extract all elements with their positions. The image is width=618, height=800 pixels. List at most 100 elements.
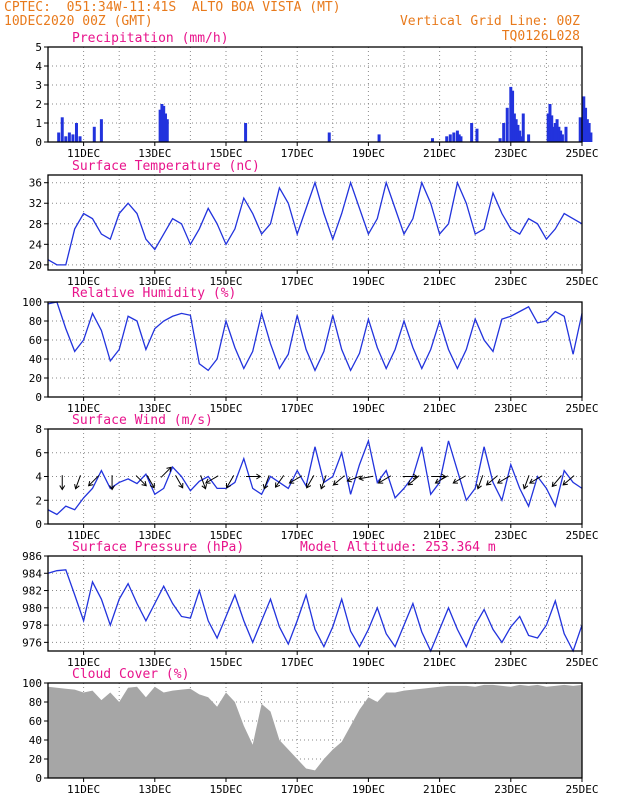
x-tick-label: 21DEC <box>423 529 456 542</box>
precipitation-title: Precipitation (mm/h) <box>72 31 229 46</box>
precip-bar <box>584 107 588 142</box>
wind-arrow-head <box>306 483 312 489</box>
precip-bar <box>521 113 525 142</box>
y-tick-label: 100 <box>22 677 42 690</box>
wind-arrow <box>407 475 420 486</box>
precip-bar <box>518 130 522 142</box>
pressure-line <box>47 569 583 653</box>
x-tick-label: 21DEC <box>423 147 456 160</box>
wind-arrow <box>453 475 466 484</box>
x-tick-label: 11DEC <box>67 275 100 288</box>
y-tick-label: 20 <box>29 372 42 385</box>
precip-bar <box>158 109 162 142</box>
y-tick-label: 2 <box>35 494 42 507</box>
x-tick-label: 25DEC <box>565 275 598 288</box>
header-station: CPTEC: 051:34W-11:41S ALTO BOA VISTA (MT… <box>4 0 341 15</box>
wind-arrow-head <box>452 478 458 484</box>
x-tick-label: 11DEC <box>67 147 100 160</box>
x-tick-label: 21DEC <box>423 275 456 288</box>
precip-bar <box>514 119 518 142</box>
y-tick-label: 1 <box>35 117 42 130</box>
x-tick-label: 23DEC <box>494 783 527 796</box>
wind-arrow <box>477 475 484 489</box>
x-tick-label: 23DEC <box>494 147 527 160</box>
temperature-panel: 20 24 28 32 36 11DEC 13DEC 15DEC 17DEC 19DEC 21DEC… <box>29 159 599 288</box>
x-tick-label: 19DEC <box>352 275 385 288</box>
precip-bar <box>377 134 381 142</box>
precip-bar <box>165 119 169 142</box>
wind-arrow <box>347 475 361 482</box>
pressure-panel: 976 978 980 982 984 986 11DEC 13DEC 15DEC 17DEC 19… <box>22 540 598 669</box>
y-tick-label: 986 <box>22 550 42 563</box>
precip-bar <box>78 136 82 142</box>
x-tick-label: 13DEC <box>138 529 171 542</box>
y-tick-label: 40 <box>29 353 42 366</box>
wind-arrow <box>306 475 315 489</box>
precip-bar <box>557 126 561 142</box>
x-tick-label: 19DEC <box>352 529 385 542</box>
y-tick-label: 60 <box>29 334 42 347</box>
wind-arrow <box>333 475 345 486</box>
x-tick-label: 19DEC <box>352 656 385 669</box>
y-tick-label: 982 <box>22 585 42 598</box>
y-tick-label: 976 <box>22 636 42 649</box>
wind-arrow-head <box>166 466 172 473</box>
precip-bar <box>578 117 582 142</box>
y-tick-label: 6 <box>35 447 42 460</box>
y-tick-label: 20 <box>29 259 42 272</box>
x-tick-label: 17DEC <box>281 275 314 288</box>
y-tick-label: 984 <box>22 567 42 580</box>
panel-frame <box>47 555 583 652</box>
y-tick-label: 0 <box>35 772 42 785</box>
precip-bar <box>470 123 474 142</box>
wind-arrow-head <box>319 483 326 490</box>
precip-bar <box>475 128 479 142</box>
wind-arrow <box>205 475 219 484</box>
precip-bar <box>552 126 556 142</box>
wind-arrow-head <box>332 480 339 486</box>
y-tick-label: 8 <box>35 423 42 436</box>
precip-bar <box>589 132 593 142</box>
pressure-title: Surface Pressure (hPa) <box>72 540 244 555</box>
x-tick-label: 17DEC <box>281 656 314 669</box>
x-tick-label: 13DEC <box>138 656 171 669</box>
wind-arrow <box>289 475 303 484</box>
wind-arrow <box>435 475 449 484</box>
x-tick-label: 11DEC <box>67 783 100 796</box>
wind-arrow-head <box>87 480 94 487</box>
humidity-title: Relative Humidity (%) <box>72 286 236 301</box>
precip-bar <box>527 134 531 142</box>
precip-bar <box>457 134 461 142</box>
precip-bar <box>459 136 463 142</box>
precip-bar <box>99 119 103 142</box>
precip-bar <box>564 126 568 142</box>
wind-arrow <box>529 475 543 484</box>
x-tick-label: 17DEC <box>281 402 314 415</box>
x-tick-label: 17DEC <box>281 783 314 796</box>
y-tick-label: 4 <box>35 471 42 484</box>
temperature-title: Surface Temperature (nC) <box>72 159 260 174</box>
precip-bar <box>160 104 164 142</box>
precip-bar <box>327 132 331 142</box>
wind-arrow-head <box>496 478 503 484</box>
x-tick-label: 25DEC <box>565 402 598 415</box>
wind-arrow-head <box>149 483 155 489</box>
header-code: TQ0126L028 <box>501 29 580 44</box>
precipitation-panel: 0 1 2 3 4 5 11DEC 13DEC 15DEC 17DEC 19DEC 21DEC 23DE… <box>35 31 598 160</box>
precip-bar <box>162 105 166 142</box>
wind-arrow-head <box>178 483 184 489</box>
wind-arrow-head <box>288 478 295 484</box>
wind-arrow-head <box>562 480 568 486</box>
precip-bar <box>67 132 71 142</box>
precip-bar <box>505 107 509 142</box>
precip-bar <box>519 136 523 142</box>
y-tick-label: 100 <box>22 296 42 309</box>
wind-arrow-head <box>412 473 418 480</box>
y-tick-label: 978 <box>22 619 42 632</box>
x-tick-label: 15DEC <box>209 147 242 160</box>
wind-arrow-head <box>407 480 414 486</box>
y-tick-label: 36 <box>29 177 42 190</box>
header-date: 10DEC2020 00Z (GMT) <box>4 14 153 29</box>
precip-bar <box>60 117 64 142</box>
precip-bar <box>452 132 456 142</box>
